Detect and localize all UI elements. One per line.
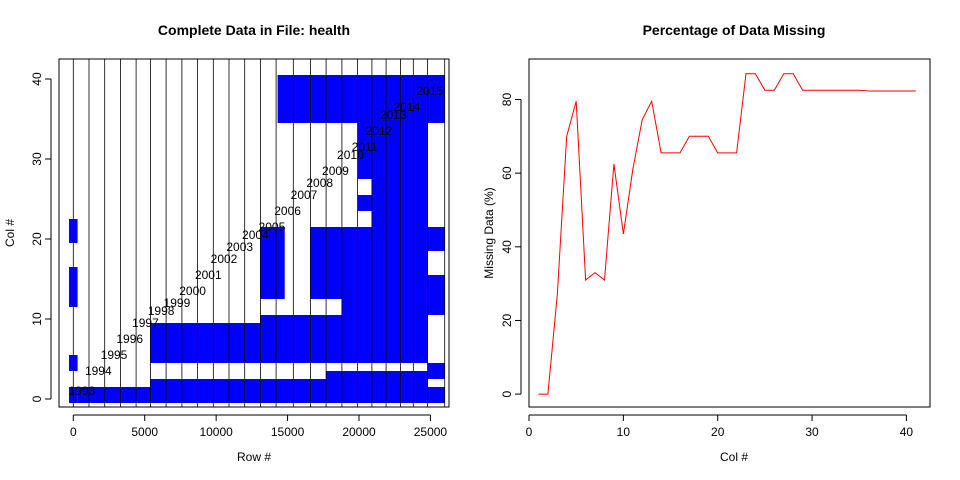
year-label: 2014 [394, 100, 421, 114]
x-tick-label: 0 [526, 425, 533, 439]
left-x-axis-label: Row # [237, 450, 271, 464]
year-label: 1997 [132, 316, 159, 330]
year-label: 2012 [366, 124, 393, 138]
complete-data-block [357, 123, 372, 179]
right-x-axis-label: Col # [720, 450, 748, 464]
y-tick-label: 0 [500, 390, 514, 397]
y-tick-label: 0 [30, 395, 44, 402]
year-dividers [72, 59, 446, 407]
x-tick-label: 0 [70, 425, 77, 439]
year-label: 2007 [291, 188, 318, 202]
right-plot-frame [528, 58, 931, 408]
year-label: 2015 [416, 84, 443, 98]
complete-data-block [326, 371, 428, 403]
y-tick-label: 60 [500, 166, 514, 180]
year-label: 2008 [306, 176, 333, 190]
y-tick-label: 80 [500, 93, 514, 107]
year-label: 2006 [274, 204, 301, 218]
year-label: 1993 [69, 384, 96, 398]
x-tick-label: 20000 [342, 425, 376, 439]
complete-data-block [277, 75, 445, 123]
left-y-axis-label: Col # [3, 219, 17, 247]
y-tick-label: 40 [30, 72, 44, 86]
complete-data-block [310, 227, 358, 299]
x-tick-label: 15000 [271, 425, 305, 439]
left-plot-frame [58, 58, 450, 408]
x-tick-label: 10000 [199, 425, 233, 439]
right-x-axis: 0 10 20 30 40 [526, 414, 914, 439]
complete-data-panel: Complete Data in File: health 1993199419… [3, 22, 450, 464]
right-y-axis-label: Missing Data (%) [482, 187, 496, 278]
y-tick-label: 20 [500, 313, 514, 327]
complete-data-block [427, 363, 445, 379]
year-label: 1998 [148, 304, 175, 318]
year-label: 2000 [179, 284, 206, 298]
left-y-axis: 0 10 20 30 40 [30, 72, 52, 402]
complete-data-block [260, 315, 342, 363]
right-chart-title: Percentage of Data Missing [643, 22, 826, 38]
y-tick-label: 20 [30, 232, 44, 246]
complete-data-block [427, 275, 445, 315]
x-tick-label: 5000 [131, 425, 158, 439]
complete-data-block [371, 123, 428, 363]
year-label: 2011 [352, 140, 378, 154]
year-label: 2003 [226, 240, 253, 254]
complete-data-block [427, 387, 445, 403]
year-label: 2001 [195, 268, 222, 282]
year-label: 2005 [259, 220, 286, 234]
complete-data-block [357, 227, 372, 307]
y-tick-label: 30 [30, 152, 44, 166]
year-label: 2009 [322, 164, 349, 178]
x-tick-label: 30 [805, 425, 819, 439]
complete-data-block [77, 387, 151, 403]
y-tick-label: 40 [500, 240, 514, 254]
missing-data-panel: Percentage of Data Missing 0 10 20 30 40 0 20… [482, 22, 931, 464]
complete-data-block [260, 227, 285, 299]
missing-percentage-line [538, 73, 916, 395]
year-label: 2013 [380, 108, 407, 122]
missing-percentage-series [538, 73, 916, 395]
complete-data-block [427, 227, 445, 251]
left-x-axis: 0 5000 10000 15000 20000 25000 [70, 414, 448, 439]
y-tick-label: 10 [30, 312, 44, 326]
year-label: 1994 [85, 364, 112, 378]
year-label: 1996 [116, 332, 143, 346]
year-label: 1999 [164, 296, 191, 310]
left-chart-title: Complete Data in File: health [158, 22, 350, 38]
complete-data-block [357, 195, 372, 211]
x-tick-label: 40 [900, 425, 914, 439]
year-label: 2010 [337, 148, 364, 162]
year-label: 2004 [242, 228, 269, 242]
year-label: 2002 [211, 252, 238, 266]
complete-data-block [150, 323, 261, 363]
x-tick-label: 25000 [414, 425, 448, 439]
x-tick-label: 20 [711, 425, 725, 439]
right-y-axis: 0 20 40 60 80 [500, 93, 522, 397]
complete-data-blocks [69, 75, 445, 403]
x-tick-label: 10 [617, 425, 631, 439]
complete-data-block [150, 379, 327, 403]
year-label: 1995 [101, 348, 128, 362]
